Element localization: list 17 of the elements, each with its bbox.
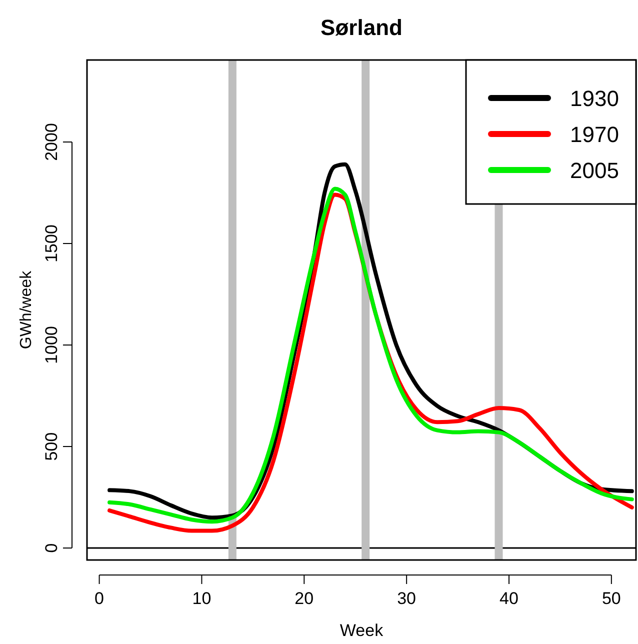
x-axis-title: Week	[340, 621, 384, 640]
x-tick-label: 50	[602, 589, 621, 608]
legend-label: 1930	[570, 86, 619, 111]
legend-label: 1970	[570, 122, 619, 147]
x-tick-label: 40	[500, 589, 518, 608]
y-tick-label: 500	[42, 432, 61, 461]
x-tick-label: 30	[397, 589, 416, 608]
y-tick-label: 1500	[42, 224, 61, 262]
chart-title: Sørland	[320, 15, 402, 40]
y-tick-label: 2000	[42, 123, 61, 161]
x-tick-label: 20	[294, 589, 314, 608]
legend-label: 2005	[570, 158, 619, 183]
y-axis-title: GWh/week	[18, 270, 35, 350]
x-tick-label: 0	[94, 589, 104, 608]
x-tick-label: 10	[192, 589, 212, 608]
y-tick-label: 0	[42, 543, 61, 553]
y-tick-label: 1000	[42, 326, 61, 364]
